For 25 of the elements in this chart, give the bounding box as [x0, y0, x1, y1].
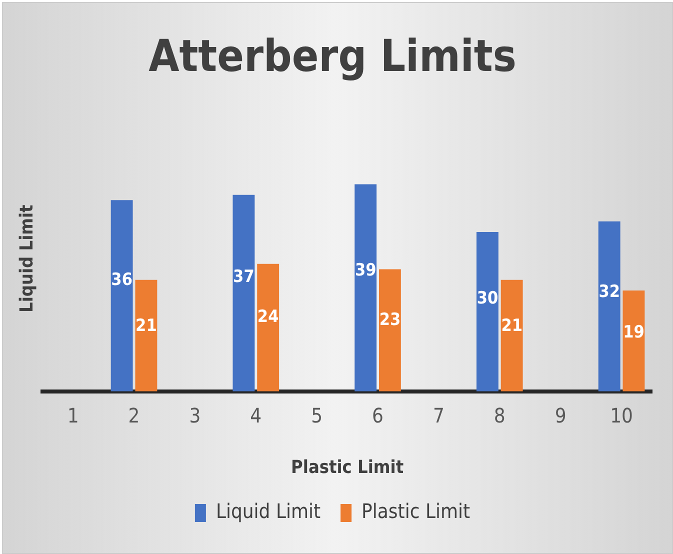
chart-title: Atterberg Limits [148, 30, 516, 82]
data-label: 21 [136, 316, 157, 336]
x-tick-label: 3 [189, 404, 201, 428]
x-axis-title: Plastic Limit [291, 456, 404, 478]
data-label: 36 [111, 270, 132, 290]
data-label: 30 [476, 288, 498, 308]
x-tick-label: 10 [610, 404, 633, 428]
data-label: 37 [233, 266, 254, 287]
x-tick-label: 2 [128, 404, 140, 428]
data-label: 24 [257, 306, 279, 327]
x-tick-label: 8 [494, 404, 506, 428]
y-axis-title: Liquid Limit [16, 204, 38, 312]
data-label: 39 [354, 260, 376, 281]
data-label: 21 [501, 316, 522, 336]
data-label: 19 [623, 322, 644, 342]
data-label: 32 [598, 282, 620, 302]
legend-label: Plastic Limit [362, 499, 470, 524]
x-tick-label: 1 [67, 404, 79, 428]
x-tick-label: 5 [311, 404, 323, 428]
legend-label: Liquid Limit [216, 499, 321, 524]
data-label: 23 [379, 310, 401, 330]
x-tick-label: 6 [372, 404, 384, 428]
x-tick-label: 9 [554, 404, 566, 428]
x-tick-label: 4 [250, 404, 262, 428]
x-tick-label: 7 [432, 404, 444, 428]
